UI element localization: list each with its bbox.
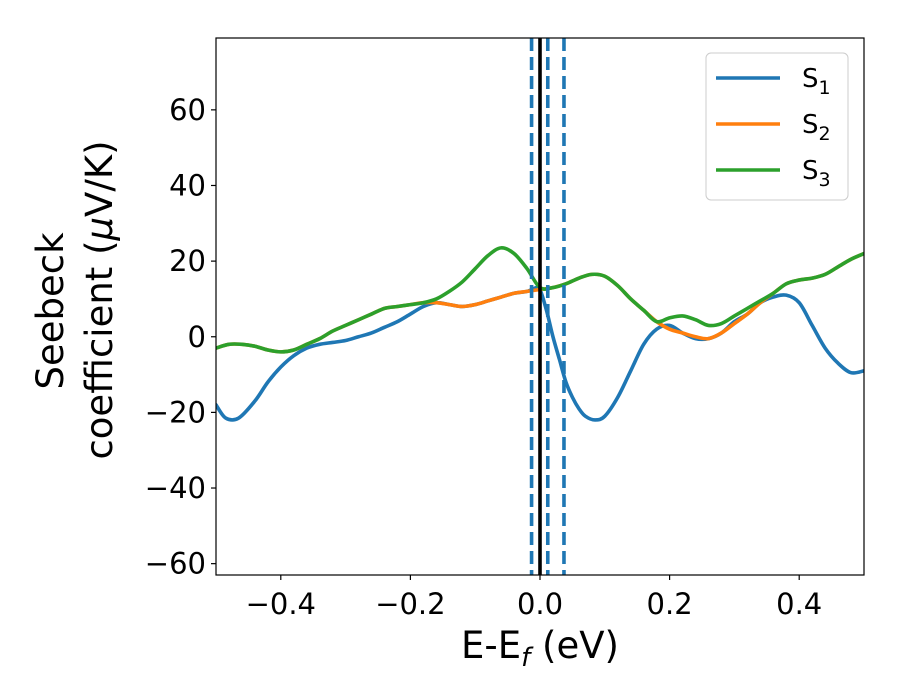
legend-label-S2: S2 [802,110,831,145]
x-tick-label: 0.4 [776,587,822,621]
y-tick-label: 40 [169,168,206,202]
legend-box [705,52,849,201]
y-tick-label: −40 [145,471,206,505]
x-tick-label: −0.2 [375,587,445,621]
y-tick-label: −60 [145,547,206,581]
y-tick-label: 0 [188,320,206,354]
y-axis-label-line2: coefficient (μV/K) [78,140,121,459]
legend-label-S1: S1 [802,64,831,99]
y-tick-label: −20 [145,395,206,429]
x-tick-label: 0.0 [517,587,563,621]
y-tick-label: 60 [169,93,206,127]
x-axis: −0.4 −0.2 0.0 0.2 0.4 [246,575,822,621]
x-axis-label: E-Ef (eV) [461,624,619,673]
x-tick-label: −0.4 [246,587,316,621]
x-tick-label: 0.2 [647,587,693,621]
y-axis: −60 −40 −20 0 20 40 60 [145,93,216,581]
y-tick-label: 20 [169,244,206,278]
legend: S1 S2 S3 [705,52,849,201]
y-axis-label-line1: Seebeck [29,232,72,390]
legend-label-S3: S3 [802,156,831,191]
plot-area [216,38,864,575]
